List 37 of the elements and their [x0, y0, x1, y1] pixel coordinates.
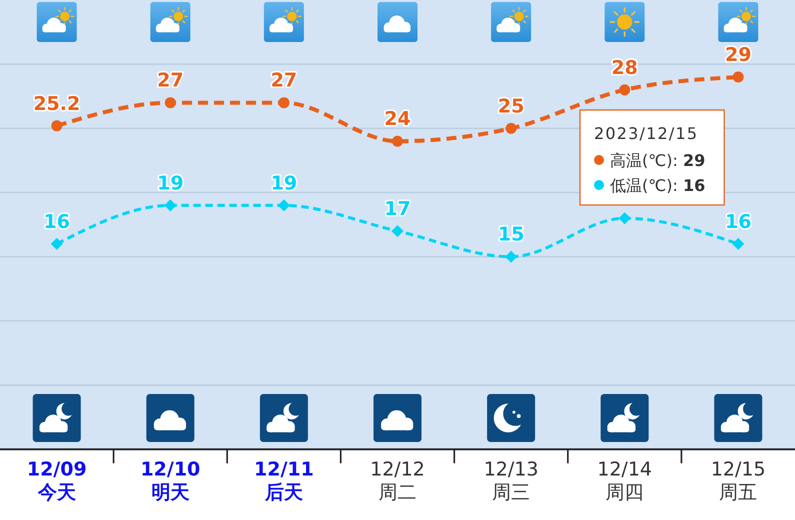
x-tick-label: 12/11 后天 — [254, 458, 314, 504]
legend-item: 高温(℃): 29 — [594, 150, 706, 170]
data-label: 28 — [611, 56, 638, 79]
point — [392, 136, 403, 147]
point — [618, 212, 631, 224]
x-tick-label: 12/10 明天 — [140, 458, 200, 504]
data-label: 25.2 — [33, 92, 80, 115]
data-label: 16 — [724, 210, 752, 233]
point — [164, 199, 176, 212]
point — [732, 72, 744, 83]
point — [732, 238, 744, 250]
data-label: 25 — [498, 95, 524, 118]
x-tick-label: 12/13 周三 — [484, 458, 538, 504]
x-tick-label: 12/15 周五 — [710, 458, 766, 504]
data-label: 17 — [384, 198, 411, 220]
data-label: 16 — [44, 210, 70, 233]
point — [278, 199, 290, 212]
data-label: 27 — [157, 70, 184, 92]
data-label: 19 — [157, 172, 184, 194]
legend-title: 2023/12/15 — [594, 124, 698, 142]
x-tick-label: 12/09 今天 — [26, 458, 87, 504]
point — [51, 120, 62, 132]
legend-item: 低温(℃): 16 — [594, 176, 706, 194]
x-tick-label: 12/14 周四 — [597, 458, 652, 504]
data-label: 15 — [498, 224, 524, 246]
point — [164, 97, 176, 108]
data-label: 19 — [270, 172, 298, 194]
point — [50, 238, 63, 250]
point — [505, 250, 518, 263]
data-label: 27 — [270, 70, 298, 92]
data-label: 24 — [384, 108, 411, 130]
x-tick-label: 12/12 周二 — [370, 458, 425, 504]
point — [619, 84, 630, 96]
point — [392, 225, 404, 238]
point — [506, 122, 517, 134]
point — [278, 97, 290, 108]
data-label: 29 — [724, 44, 752, 66]
